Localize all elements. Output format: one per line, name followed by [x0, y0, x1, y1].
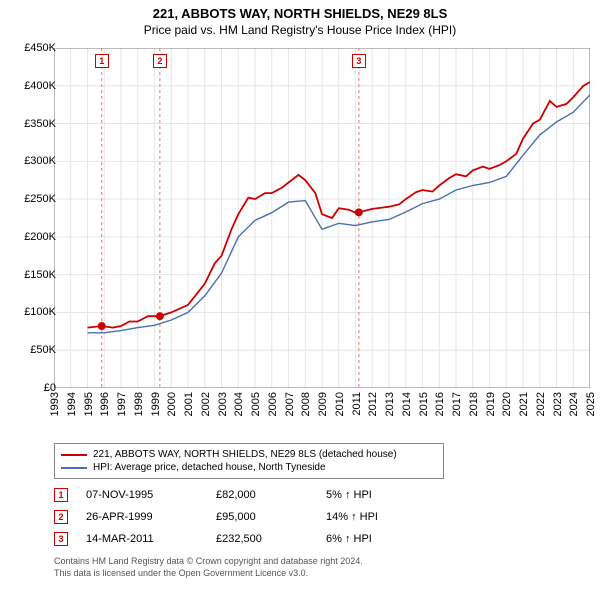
sale-pct: 5% ↑ HPI	[326, 489, 446, 501]
x-tick-label: 1995	[83, 392, 95, 416]
y-tick-label: £150K	[24, 269, 56, 281]
sale-row: 3 14-MAR-2011£232,5006% ↑ HPI	[54, 528, 446, 550]
sale-date: 14-MAR-2011	[86, 533, 216, 545]
sale-marker-box: 3	[352, 54, 366, 68]
x-tick-label: 2024	[568, 392, 580, 416]
sales-table: 1 07-NOV-1995£82,0005% ↑ HPI 2 26-APR-1999£…	[54, 484, 446, 550]
x-tick-label: 2022	[535, 392, 547, 416]
sale-num-box: 3	[54, 532, 68, 546]
sale-marker-box: 2	[153, 54, 167, 68]
x-tick-label: 2016	[434, 392, 446, 416]
sale-price: £95,000	[216, 511, 326, 523]
x-tick-label: 2014	[401, 392, 413, 416]
x-tick-label: 2020	[501, 392, 513, 416]
sale-date: 07-NOV-1995	[86, 489, 216, 501]
legend-item-price-paid: 221, ABBOTS WAY, NORTH SHIELDS, NE29 8LS…	[61, 448, 437, 461]
x-tick-label: 1994	[66, 392, 78, 416]
x-tick-label: 2004	[233, 392, 245, 416]
page-title: 221, ABBOTS WAY, NORTH SHIELDS, NE29 8LS	[0, 0, 600, 21]
y-tick-label: £250K	[24, 193, 56, 205]
sale-num-box: 1	[54, 488, 68, 502]
footer-line2: This data is licensed under the Open Gov…	[54, 568, 363, 580]
x-tick-label: 2006	[267, 392, 279, 416]
line-chart	[54, 48, 590, 388]
legend-item-hpi: HPI: Average price, detached house, Nort…	[61, 461, 437, 474]
x-tick-label: 2013	[384, 392, 396, 416]
x-tick-label: 2021	[518, 392, 530, 416]
x-tick-label: 2023	[552, 392, 564, 416]
y-tick-label: £400K	[24, 80, 56, 92]
footer-line1: Contains HM Land Registry data © Crown c…	[54, 556, 363, 568]
x-tick-label: 2015	[418, 392, 430, 416]
x-tick-label: 2002	[200, 392, 212, 416]
legend-label-hpi: HPI: Average price, detached house, Nort…	[93, 462, 326, 473]
x-tick-label: 2012	[367, 392, 379, 416]
y-tick-label: £350K	[24, 118, 56, 130]
legend-label-price-paid: 221, ABBOTS WAY, NORTH SHIELDS, NE29 8LS…	[93, 449, 397, 460]
sale-row: 1 07-NOV-1995£82,0005% ↑ HPI	[54, 484, 446, 506]
y-tick-label: £100K	[24, 306, 56, 318]
sale-num-box: 2	[54, 510, 68, 524]
x-tick-label: 2025	[585, 392, 597, 416]
x-tick-label: 2007	[284, 392, 296, 416]
x-tick-label: 2001	[183, 392, 195, 416]
x-tick-label: 1996	[99, 392, 111, 416]
page-subtitle: Price paid vs. HM Land Registry's House …	[0, 21, 600, 37]
x-tick-label: 2005	[250, 392, 262, 416]
y-tick-label: £200K	[24, 231, 56, 243]
x-tick-label: 2011	[351, 392, 363, 416]
sale-price: £232,500	[216, 533, 326, 545]
x-tick-label: 2008	[300, 392, 312, 416]
y-tick-label: £300K	[24, 155, 56, 167]
x-tick-label: 2009	[317, 392, 329, 416]
sale-row: 2 26-APR-1999£95,00014% ↑ HPI	[54, 506, 446, 528]
x-tick-label: 2010	[334, 392, 346, 416]
y-tick-label: £450K	[24, 42, 56, 54]
legend-swatch-price-paid	[61, 454, 87, 456]
x-tick-label: 2000	[166, 392, 178, 416]
x-tick-label: 1999	[150, 392, 162, 416]
legend: 221, ABBOTS WAY, NORTH SHIELDS, NE29 8LS…	[54, 443, 444, 479]
chart-area	[54, 48, 590, 388]
sale-pct: 14% ↑ HPI	[326, 511, 446, 523]
x-tick-label: 1997	[116, 392, 128, 416]
x-tick-label: 2019	[485, 392, 497, 416]
x-tick-label: 1998	[133, 392, 145, 416]
y-tick-label: £50K	[30, 344, 56, 356]
footer-attribution: Contains HM Land Registry data © Crown c…	[54, 556, 363, 579]
x-tick-label: 2003	[217, 392, 229, 416]
sale-marker-box: 1	[95, 54, 109, 68]
sale-pct: 6% ↑ HPI	[326, 533, 446, 545]
x-tick-label: 1993	[49, 392, 61, 416]
sale-date: 26-APR-1999	[86, 511, 216, 523]
sale-price: £82,000	[216, 489, 326, 501]
x-tick-label: 2017	[451, 392, 463, 416]
legend-swatch-hpi	[61, 467, 87, 469]
x-tick-label: 2018	[468, 392, 480, 416]
